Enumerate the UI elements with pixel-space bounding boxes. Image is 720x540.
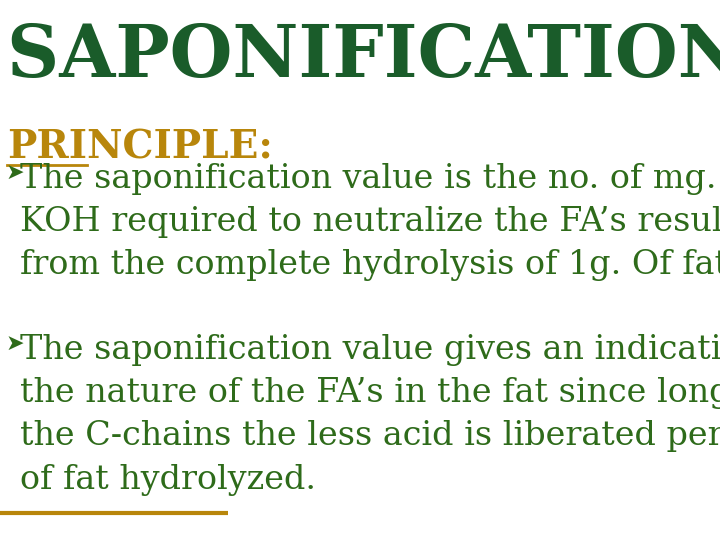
- Text: SAPONIFICATION VALUE: SAPONIFICATION VALUE: [6, 22, 720, 92]
- Text: The saponification value is the no. of mg. of
KOH required to neutralize the FA’: The saponification value is the no. of m…: [20, 163, 720, 281]
- Text: ➤: ➤: [6, 334, 24, 354]
- Text: ➤: ➤: [6, 163, 24, 183]
- Text: The saponification value gives an indication of
the nature of the FA’s in the fa: The saponification value gives an indica…: [20, 334, 720, 496]
- Text: PRINCIPLE:: PRINCIPLE:: [6, 128, 273, 166]
